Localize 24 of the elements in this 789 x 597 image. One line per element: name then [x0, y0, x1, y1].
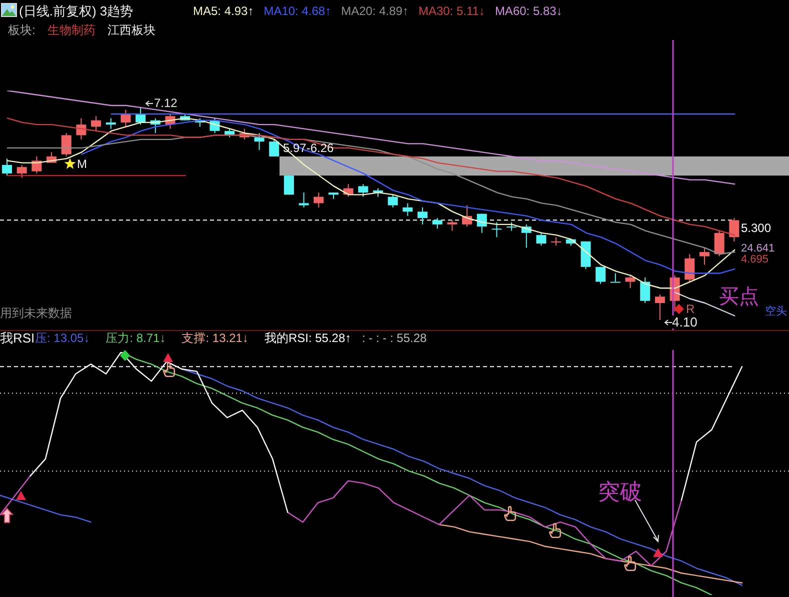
annotation: R — [686, 302, 695, 316]
text: 5.300 — [741, 221, 772, 235]
text: MA60: 5.83↓ — [494, 4, 562, 18]
text: MA30: 5.11↓ — [418, 4, 485, 18]
text: 空头 — [765, 306, 787, 318]
text: 24.641 — [741, 242, 775, 254]
text: MA20: 4.89↑ — [341, 4, 408, 18]
text: 4.695 — [741, 254, 769, 266]
chart-title: 我RSI — [0, 330, 35, 346]
text: 压: 13.05↓ — [35, 331, 90, 345]
annotation: 买点 — [719, 286, 759, 308]
text: 我的RSI: 55.28↑ — [264, 331, 352, 345]
annotation: 用到未来数据 — [0, 306, 72, 320]
chart-subtitle: 板块: 生物制药 江西板块 — [8, 23, 156, 37]
text: MA10: 4.68↑ — [264, 4, 332, 18]
annotation: 突破 — [598, 479, 642, 504]
text: 支撑: 13.21↓ — [182, 331, 248, 345]
chart-title: (日线.前复权) 3趋势 — [19, 4, 134, 18]
annotation: 7.12 — [154, 96, 178, 110]
text: : - : - : 55.28 — [362, 331, 427, 345]
series-label: 压力: 8.71↓ — [106, 331, 166, 345]
annotation: 4.10 — [672, 314, 698, 330]
annotation: M — [77, 157, 87, 171]
text: MA5: 4.93↑ — [193, 4, 254, 18]
